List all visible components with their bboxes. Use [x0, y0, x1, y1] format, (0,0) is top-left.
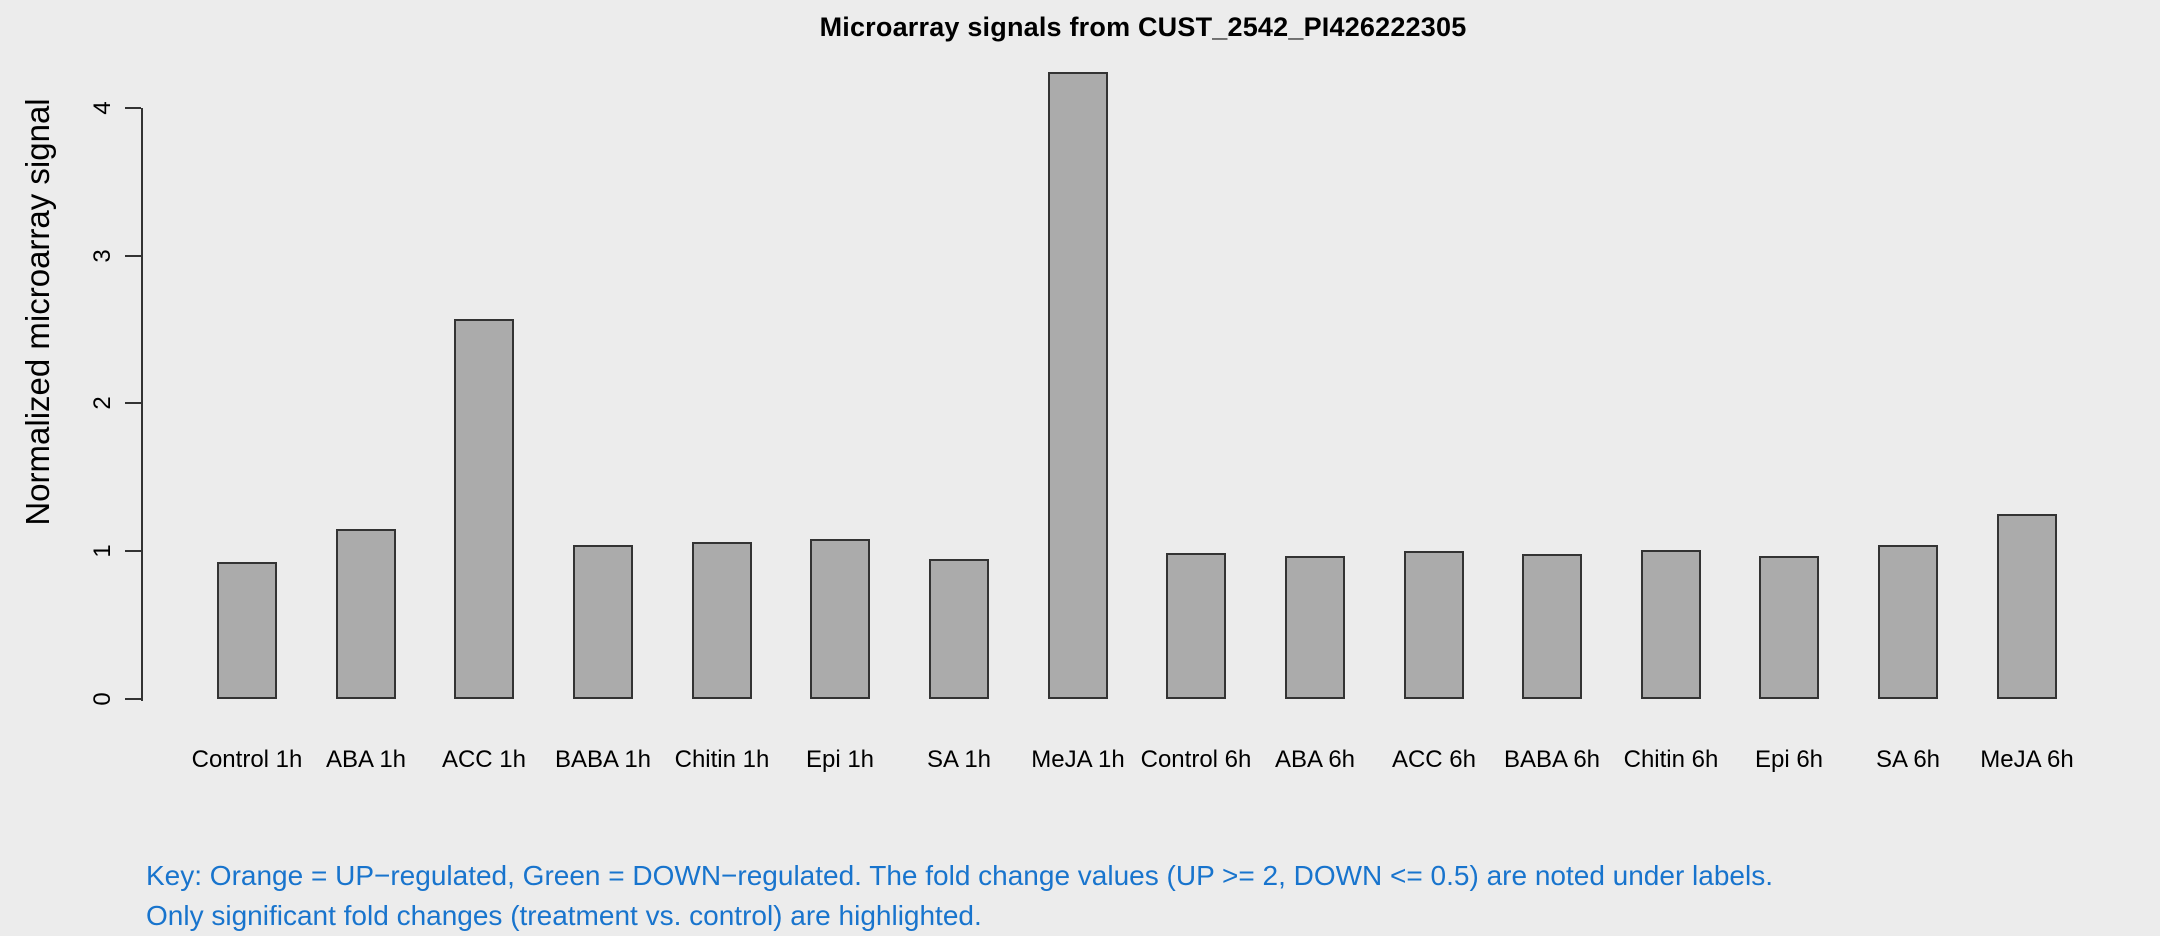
bar-epi-1h	[810, 539, 870, 699]
x-tick-label: Chitin 6h	[1623, 746, 1719, 773]
bar-control-6h	[1166, 553, 1226, 699]
x-tick-label: Epi 1h	[805, 746, 875, 773]
bar-sa-6h	[1878, 545, 1938, 699]
y-tick-mark	[125, 402, 141, 404]
bar-aba-1h	[336, 529, 396, 699]
y-tick-mark	[125, 107, 141, 109]
bar-baba-6h	[1522, 554, 1582, 699]
x-tick-label: MeJA 1h	[1031, 746, 1125, 773]
bar-aba-6h	[1285, 556, 1345, 699]
bar-control-1h	[217, 562, 277, 699]
chart-key-note-line2: Only significant fold changes (treatment…	[146, 900, 982, 931]
y-tick-mark	[125, 698, 141, 700]
x-tick-label: ABA 1h	[325, 746, 407, 773]
x-tick-label: Control 1h	[191, 746, 303, 773]
x-tick-label: Chitin 1h	[674, 746, 770, 773]
x-tick-label: BABA 1h	[554, 746, 652, 773]
y-axis-label: Normalized microarray signal	[19, 98, 56, 526]
chart-key-note: Key: Orange = UP−regulated, Green = DOWN…	[146, 856, 1773, 936]
bar-acc-1h	[454, 319, 514, 699]
y-tick-mark	[125, 255, 141, 257]
y-tick-mark	[125, 550, 141, 552]
bar-meja-1h	[1048, 72, 1108, 699]
bar-acc-6h	[1404, 551, 1464, 699]
bar-chitin-6h	[1641, 550, 1701, 699]
x-tick-label: ACC 1h	[441, 746, 527, 773]
x-tick-label: ACC 6h	[1391, 746, 1477, 773]
y-tick-label: 4	[89, 101, 116, 115]
y-axis-line	[141, 108, 143, 701]
bar-epi-6h	[1759, 556, 1819, 699]
x-tick-label: Control 6h	[1140, 746, 1252, 773]
y-tick-label: 2	[89, 396, 116, 410]
chart-key-note-line1: Key: Orange = UP−regulated, Green = DOWN…	[146, 860, 1773, 891]
bar-sa-1h	[929, 559, 989, 699]
y-tick-label: 1	[89, 544, 116, 558]
bar-meja-6h	[1997, 514, 2057, 699]
y-tick-label: 0	[89, 692, 116, 706]
x-tick-label: SA 1h	[926, 746, 992, 773]
x-tick-label: SA 6h	[1875, 746, 1941, 773]
x-tick-label: ABA 6h	[1274, 746, 1356, 773]
x-tick-label: Epi 6h	[1754, 746, 1824, 773]
y-tick-label: 3	[89, 249, 116, 263]
bar-baba-1h	[573, 545, 633, 699]
x-tick-label: MeJA 6h	[1980, 746, 2074, 773]
chart-title: Microarray signals from CUST_2542_PI4262…	[819, 12, 1467, 42]
bar-chitin-1h	[692, 542, 752, 699]
x-tick-label: BABA 6h	[1503, 746, 1601, 773]
